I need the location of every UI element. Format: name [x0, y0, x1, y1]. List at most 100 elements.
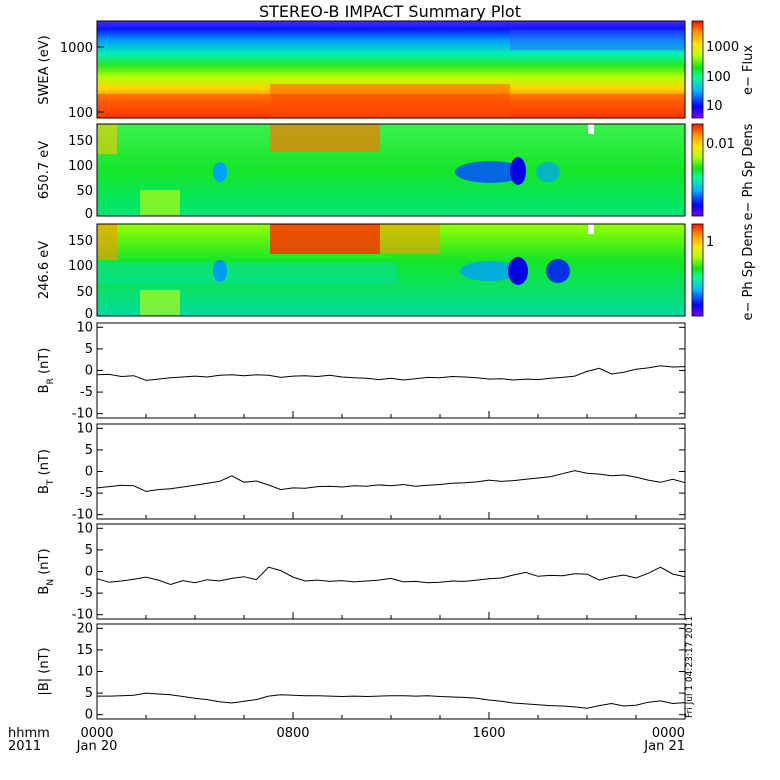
pad246-feature-warm	[380, 224, 440, 254]
pad650-frame	[96, 123, 686, 217]
footer-hhmm: hhmm	[8, 726, 50, 741]
pad246-cbar-tick: 1	[706, 235, 714, 250]
panel-bn: 10 5 0 -5 -10 BN (nT)	[37, 521, 686, 623]
pad246-feature-cyan	[97, 262, 397, 284]
pad650-feature-blue-a	[213, 162, 227, 182]
swea-frame	[96, 20, 686, 119]
bt-ytick-1: 5	[85, 443, 93, 458]
swea-colorbar	[691, 20, 704, 119]
x-axis-footer: hhmm 2011 0000 0800 1600 0000 Jan 20 Jan…	[8, 726, 685, 754]
pad246-feature-blue-d	[546, 259, 570, 283]
pad650-spectrogram	[97, 124, 685, 216]
bmag-ytick-2: 10	[76, 665, 93, 680]
br-series-line	[96, 365, 686, 381]
swea-highenergy-band	[510, 30, 685, 50]
panel-swea: 1000 100 SWEA (eV) 1000 100 10 e− Flux	[37, 20, 756, 121]
xtick-0800: 0800	[276, 726, 309, 741]
pad650-ytick-0: 0	[85, 207, 93, 222]
pad246-feature-edge	[97, 224, 117, 260]
bt-series-line	[96, 470, 686, 492]
br-frame	[96, 322, 686, 419]
line-panels: 10 5 0 -5 -10 BR (nT) 10 5 0 -5 -10 BT (nT) 10 5 0 -5 -1…	[37, 320, 686, 723]
pad650-colorbar	[691, 123, 704, 217]
xdate-jan21: Jan 21	[643, 739, 685, 754]
pad246-cbar-label: e− Ph Sp Dens	[741, 223, 756, 320]
pad246-ytick-100: 100	[68, 259, 93, 274]
br-ylabel: BR (nT)	[37, 348, 56, 394]
pad650-ylabel: 650.7 eV	[37, 141, 52, 199]
pad650-feature-blue-d	[536, 162, 560, 182]
xtick-0000-end: 0000	[652, 726, 685, 741]
bn-ytick-1: 5	[85, 543, 93, 558]
swea-cbar-tick-100: 100	[706, 70, 731, 85]
pad650-feature-edge	[97, 124, 117, 154]
bn-ylabel: BN (nT)	[37, 548, 56, 594]
bt-ytick-0: 10	[76, 421, 93, 436]
bt-ylabel: BT (nT)	[37, 449, 56, 494]
swea-lowenergy-band-2	[97, 94, 685, 118]
bmag-ytick-3: 5	[85, 686, 93, 701]
bmag-ytick-1: 15	[76, 643, 93, 658]
br-ytick-1: 5	[85, 342, 93, 357]
pad246-ytick-50: 50	[76, 285, 93, 300]
pad650-cbar-label: e− Ph Sp Dens	[741, 123, 756, 220]
pad650-cbar-tick: 0.01	[706, 137, 735, 152]
pad650-ytick-50: 50	[76, 184, 93, 199]
swea-cbar-label: e− Flux	[741, 45, 756, 95]
pad650-gap	[588, 124, 594, 134]
xtick-0000-start: 0000	[80, 726, 113, 741]
time-stamp: Fri Jul 1 04:23:17 2011	[685, 616, 695, 718]
bt-ytick-2: 0	[85, 465, 93, 480]
swea-cbar-tick-1000: 1000	[706, 40, 739, 55]
pad650-ytick-150: 150	[68, 134, 93, 149]
br-ytick-2: 0	[85, 364, 93, 379]
br-ytick-4: -10	[72, 407, 93, 422]
panel-pad-650: 150 100 50 0 650.7 eV 0.01 e− Ph Sp Dens	[37, 123, 756, 222]
plot-title: STEREO-B IMPACT Summary Plot	[259, 2, 521, 21]
pad246-ytick-0: 0	[85, 307, 93, 322]
swea-cbar-tick-10: 10	[706, 99, 723, 114]
pad650-feature-hot	[270, 124, 380, 152]
pad246-feature-blue-a	[213, 260, 227, 282]
pad650-feature-blue-c	[510, 157, 526, 185]
bmag-frame	[96, 623, 686, 720]
swea-ylabel: SWEA (eV)	[37, 35, 52, 104]
pad246-feature-blue-c	[508, 257, 528, 285]
pad246-feature-yellow	[140, 290, 180, 316]
swea-ytick-1000: 1000	[60, 41, 93, 56]
bt-ytick-4: -10	[72, 508, 93, 523]
pad246-colorbar	[691, 223, 704, 317]
bmag-series-line	[97, 692, 686, 709]
bn-ytick-4: -10	[72, 608, 93, 623]
pad650-feature-blue-b	[455, 161, 525, 183]
bmag-ytick-0: 20	[76, 621, 93, 636]
pad246-gap	[588, 224, 594, 234]
bt-ytick-3: -5	[80, 486, 93, 501]
xtick-1600: 1600	[472, 726, 505, 741]
swea-ytick-100: 100	[68, 106, 93, 121]
bn-ytick-2: 0	[85, 565, 93, 580]
panel-bt: 10 5 0 -5 -10 BT (nT)	[37, 421, 686, 523]
panel-bmag: 20 15 10 5 0 |B| (nT)	[37, 621, 686, 723]
swea-lowenergy-band	[270, 84, 510, 118]
bt-frame	[96, 423, 686, 520]
pad246-feature-blue-b	[460, 261, 520, 281]
pad246-ytick-150: 150	[68, 234, 93, 249]
br-ytick-0: 10	[76, 320, 93, 335]
footer-year: 2011	[8, 739, 41, 754]
br-ytick-3: -5	[80, 385, 93, 400]
bmag-ylabel: |B| (nT)	[37, 647, 52, 695]
bn-ytick-3: -5	[80, 586, 93, 601]
pad246-ylabel: 246.6 eV	[37, 241, 52, 299]
pad246-frame	[96, 223, 686, 317]
bn-series-line	[96, 566, 686, 586]
bmag-ytick-4: 0	[85, 708, 93, 723]
panel-pad-246: 150 100 50 0 246.6 eV 1 e− Ph Sp Dens	[37, 223, 756, 322]
panel-br: 10 5 0 -5 -10 BR (nT)	[37, 320, 686, 422]
pad650-ytick-100: 100	[68, 159, 93, 174]
xdate-jan20: Jan 20	[76, 739, 118, 754]
pad246-feature-hot	[270, 224, 380, 254]
bn-ytick-0: 10	[76, 521, 93, 536]
pad650-feature-yellow	[140, 190, 180, 216]
bn-frame	[96, 523, 686, 620]
